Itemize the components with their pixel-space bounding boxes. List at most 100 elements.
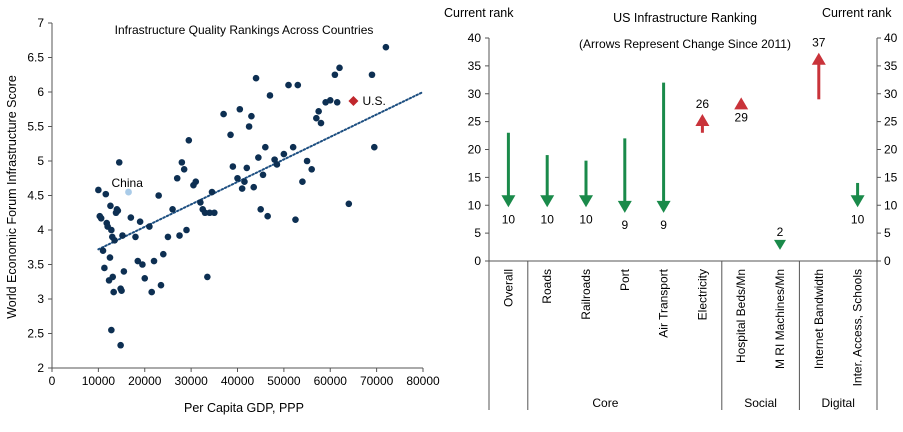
category-labels: Overall Roads Railroads Port Air Transport El… (501, 268, 864, 386)
left-tick-label: 10 (468, 198, 482, 212)
data-point (326, 96, 334, 104)
category-label: Inter. Access, Schools (851, 269, 865, 386)
data-point (211, 209, 218, 217)
rank-value-label: 9 (660, 218, 667, 232)
rank-arrow: 10 (850, 182, 865, 226)
data-point (110, 288, 117, 296)
data-point (257, 206, 264, 213)
us-label: U.S. (362, 94, 385, 108)
data-point (345, 200, 353, 208)
data-point (169, 206, 176, 213)
y-tick-label: 5 (37, 154, 44, 168)
data-point (115, 159, 123, 166)
group-label: Social (744, 396, 777, 410)
data-point (227, 131, 234, 139)
data-point (155, 192, 162, 199)
data-point (114, 207, 122, 214)
data-point (315, 108, 322, 115)
right-tick-label: 40 (884, 31, 898, 45)
category-label: M RI Machines/Mn (773, 269, 787, 369)
data-point (368, 71, 376, 79)
right-tick-label: 35 (884, 59, 898, 73)
left-tick-label: 15 (468, 170, 482, 184)
data-point (234, 174, 241, 182)
data-point (266, 92, 274, 99)
data-point (238, 185, 246, 192)
rank-arrow: 9 (617, 138, 632, 232)
x-tick-label: 30000 (174, 374, 208, 388)
data-point (303, 157, 311, 165)
data-point (173, 174, 181, 182)
left-tick-label: 30 (468, 87, 482, 101)
scatter-points (95, 43, 390, 349)
data-point (250, 183, 258, 191)
right-tick-label: 30 (884, 87, 898, 101)
data-point (308, 165, 316, 173)
data-point (243, 164, 251, 172)
y-tick-label: 6 (37, 85, 44, 99)
data-point (259, 171, 267, 179)
rank-value-label: 10 (579, 212, 593, 226)
data-point (204, 273, 211, 281)
data-point (157, 281, 165, 289)
category-label: Internet Bandwidth (812, 269, 826, 369)
category-label: Air Transport (657, 268, 671, 337)
scatter-y-axis-label: World Economic Forum Infrastructure Scor… (5, 75, 19, 319)
data-point (294, 81, 302, 89)
scatter-title: Infrastructure Quality Rankings Across C… (115, 23, 374, 37)
y-tick-label: 4 (37, 223, 44, 237)
y-tick-label: 7 (37, 16, 44, 30)
rank-value-label: 26 (696, 97, 710, 111)
category-label: Hospital Beds/Mn (734, 269, 748, 363)
data-point (107, 202, 114, 210)
data-point (313, 114, 320, 122)
data-point (164, 233, 172, 241)
data-point (208, 188, 216, 196)
x-tick-label: 70000 (360, 374, 394, 388)
x-tick-label: 80000 (406, 374, 440, 388)
data-point (262, 143, 269, 151)
data-point (134, 257, 142, 265)
data-point (160, 250, 167, 258)
data-point (150, 257, 158, 265)
data-point (109, 273, 117, 281)
right-tick-label: 10 (884, 198, 898, 212)
arrow-head (656, 200, 671, 213)
rank-arrow: 9 (656, 82, 671, 232)
rank-value-label: 9 (621, 218, 628, 232)
rank-arrow: 2 (774, 225, 786, 250)
group-label: Core (592, 396, 618, 410)
data-point (273, 161, 281, 168)
data-point (252, 74, 260, 82)
data-point (176, 232, 183, 239)
data-point (101, 264, 108, 272)
category-label: Railroads (579, 269, 593, 320)
ranking-axes: 0 0 5 5 10 10 15 15 20 20 25 25 30 30 35 35 40 40 (468, 31, 898, 410)
data-point (333, 99, 341, 106)
data-point (120, 268, 128, 275)
arrow-head (850, 195, 865, 208)
scatter-axes: 0 10000 20000 30000 40000 50000 60000 70000 8000… (27, 16, 440, 388)
us-point (348, 95, 359, 106)
data-point (180, 165, 188, 173)
data-point (148, 288, 156, 296)
rank-arrow: 26 (695, 97, 710, 133)
data-point (206, 209, 213, 217)
rank-arrow: 10 (540, 155, 555, 226)
arrow-head (540, 195, 555, 208)
left-tick-label: 35 (468, 59, 482, 73)
data-point (183, 226, 190, 234)
group-labels: Core Social Digital (527, 261, 855, 410)
data-point (102, 190, 110, 198)
data-point (139, 261, 146, 268)
data-point (95, 186, 102, 194)
right-tick-label: 0 (884, 254, 891, 268)
left-tick-label: 40 (468, 31, 482, 45)
arrow-head (579, 195, 593, 208)
data-point (245, 123, 253, 130)
data-point (132, 233, 139, 241)
y-tick-label: 5.5 (27, 120, 44, 134)
data-point (336, 64, 343, 72)
rank-value-label: 37 (812, 36, 826, 50)
